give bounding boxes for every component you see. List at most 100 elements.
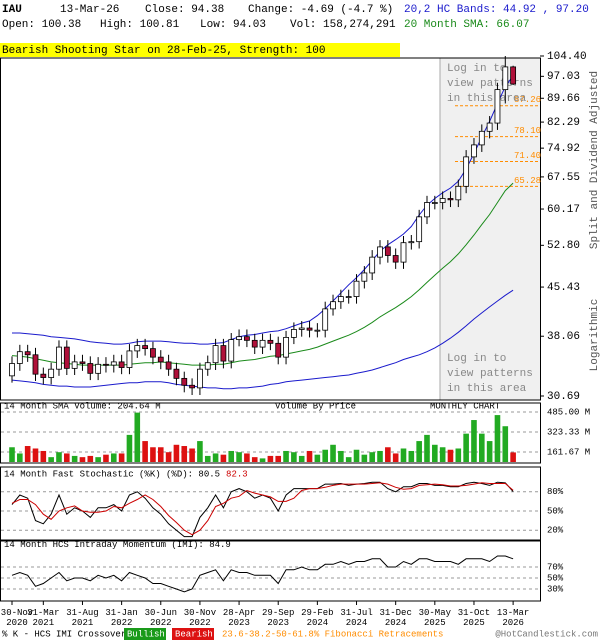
volume-bar [212, 453, 219, 462]
volume-bar [134, 412, 141, 462]
ticker: IAU [2, 4, 22, 16]
candle-body [330, 301, 336, 310]
volume-bar [283, 450, 289, 462]
volume-bar [424, 434, 430, 462]
candle-body [9, 363, 15, 377]
candle-body [40, 373, 47, 378]
fib-label: 78.10 [514, 126, 541, 136]
volume-bar [204, 455, 211, 462]
panel-subtitle: 82.3 [226, 469, 248, 479]
volume-bar [361, 454, 368, 462]
panel-label: MONTHLY CHART [430, 401, 501, 411]
volume-bar [298, 455, 305, 462]
sma-label: 20 Month SMA: 66.07 [404, 19, 529, 31]
candle-body [126, 350, 133, 368]
candle-body [103, 363, 109, 366]
credit: @HotCandlestick.com [495, 629, 598, 639]
candle-body [471, 144, 477, 158]
y-tick-label: 104.40 [547, 51, 587, 63]
candle-body [400, 242, 407, 263]
y-tick-label: 97.03 [547, 71, 580, 83]
volume-bar [432, 444, 438, 462]
volume-bar [40, 450, 47, 462]
candle-body [510, 66, 517, 85]
series-line [11, 555, 514, 593]
x-tick-label: 31-Mar 2021 [27, 608, 59, 628]
candle-body [345, 296, 352, 298]
candle-body [181, 377, 188, 386]
x-tick-label: 29-Sep 2023 [262, 608, 294, 628]
volume-bar [291, 452, 297, 462]
volume-bar [189, 448, 195, 462]
volume-bar [64, 453, 70, 462]
candle-body [298, 327, 305, 330]
panel-title: 14 Month Fast Stochastic (%K) (%D): 80.5 [4, 469, 220, 479]
candle-body [165, 361, 172, 370]
y-tick-label: 70% [547, 562, 564, 572]
x-tick-label: 28-Apr 2023 [223, 608, 255, 628]
x-tick-label: 31-Aug 2021 [66, 608, 98, 628]
candle-body [377, 246, 383, 258]
volume-bar [228, 450, 235, 462]
y-tick-label: 45.43 [547, 282, 580, 294]
volume-bar [479, 433, 485, 462]
volume-bar [197, 441, 203, 462]
volume-bar [314, 454, 321, 462]
candle-body [424, 202, 430, 218]
volume-bar [157, 447, 164, 462]
volume-bar [463, 433, 469, 462]
footer-legend: % K - HCS IMI Crossover: [2, 629, 132, 639]
volume-bar [181, 446, 188, 462]
candle-body [56, 346, 62, 370]
y-tick-label: 161.67 M [547, 447, 590, 457]
volume-bar [502, 426, 509, 462]
series-line [11, 481, 514, 538]
candle-body [267, 339, 274, 344]
banner: Bearish Shooting Star on 28-Feb-25, Stre… [2, 45, 325, 57]
fib-note: 23.6-38.2-50-61.8% Fibonacci Retracement… [222, 629, 443, 639]
volume-bar [56, 452, 62, 462]
candle-body [197, 368, 203, 389]
volume-bar [338, 450, 344, 462]
side-label: Logarithmic [589, 299, 600, 372]
pattern-note: in this area [447, 383, 527, 395]
candle-body [150, 348, 156, 358]
volume-bar [32, 448, 39, 462]
volume-bar [110, 453, 117, 462]
candle-body [173, 368, 180, 379]
volume-bar [322, 449, 328, 462]
candle-body [220, 345, 227, 362]
y-tick-label: 50% [547, 506, 564, 516]
x-tick-label: 31-Oct 2025 [458, 608, 490, 628]
volume-bar [236, 452, 242, 462]
volume-bar [408, 450, 415, 462]
upper-band [12, 75, 514, 345]
candle-body [392, 255, 399, 263]
volume-bar [95, 457, 101, 462]
candle-body [134, 345, 141, 352]
volume-bar [353, 449, 360, 462]
candle-body [32, 354, 39, 375]
fib-label: 87.26 [514, 95, 541, 105]
y-tick-label: 485.00 M [547, 407, 590, 417]
volume: Vol: 158,274,291 [290, 19, 396, 31]
candle-body [494, 89, 501, 124]
candle-body [79, 361, 86, 364]
lower-band [11, 289, 514, 390]
candle-body [486, 122, 493, 132]
volume-bar [416, 441, 422, 462]
y-tick-label: 67.55 [547, 172, 580, 184]
volume-bar [103, 454, 109, 462]
fib-label: 65.28 [514, 176, 541, 186]
bearish: Bearish [175, 629, 213, 639]
candle-body [251, 339, 258, 348]
pattern-note: view patterns [447, 78, 533, 90]
candle-body [283, 336, 289, 358]
candle-body [314, 329, 321, 332]
volume-bar [369, 452, 375, 462]
series-line [11, 482, 514, 536]
candle-body [431, 202, 438, 204]
y-tick-label: 74.92 [547, 143, 580, 155]
candle-body [16, 351, 23, 364]
